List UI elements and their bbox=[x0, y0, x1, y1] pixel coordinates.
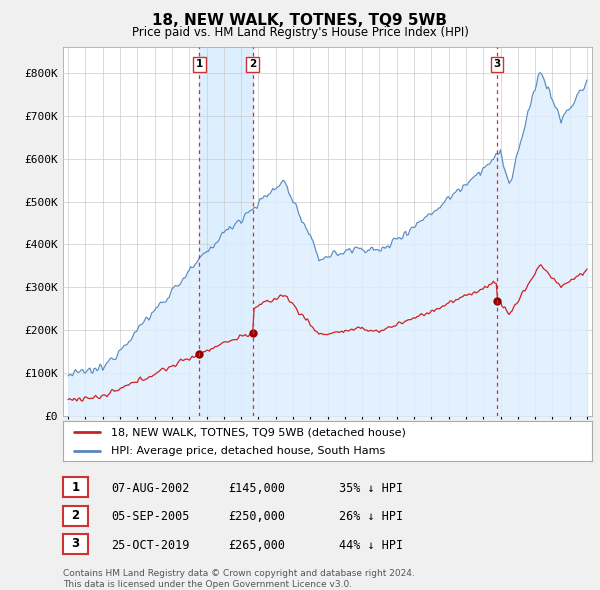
Text: 1: 1 bbox=[71, 481, 80, 494]
Text: 07-AUG-2002: 07-AUG-2002 bbox=[111, 482, 190, 495]
Text: Price paid vs. HM Land Registry's House Price Index (HPI): Price paid vs. HM Land Registry's House … bbox=[131, 26, 469, 39]
Text: 2: 2 bbox=[249, 60, 256, 70]
Text: 18, NEW WALK, TOTNES, TQ9 5WB: 18, NEW WALK, TOTNES, TQ9 5WB bbox=[152, 13, 448, 28]
Text: 2: 2 bbox=[71, 509, 80, 522]
Text: £265,000: £265,000 bbox=[228, 539, 285, 552]
Text: 3: 3 bbox=[71, 537, 80, 550]
Bar bbox=[199, 47, 253, 416]
Text: 25-OCT-2019: 25-OCT-2019 bbox=[111, 539, 190, 552]
Text: 26% ↓ HPI: 26% ↓ HPI bbox=[339, 510, 403, 523]
Text: 3: 3 bbox=[494, 60, 501, 70]
Text: £250,000: £250,000 bbox=[228, 510, 285, 523]
Text: HPI: Average price, detached house, South Hams: HPI: Average price, detached house, Sout… bbox=[110, 447, 385, 456]
Text: 05-SEP-2005: 05-SEP-2005 bbox=[111, 510, 190, 523]
Text: Contains HM Land Registry data © Crown copyright and database right 2024.
This d: Contains HM Land Registry data © Crown c… bbox=[63, 569, 415, 589]
Text: 44% ↓ HPI: 44% ↓ HPI bbox=[339, 539, 403, 552]
Text: 18, NEW WALK, TOTNES, TQ9 5WB (detached house): 18, NEW WALK, TOTNES, TQ9 5WB (detached … bbox=[110, 428, 406, 438]
Text: £145,000: £145,000 bbox=[228, 482, 285, 495]
Text: 1: 1 bbox=[196, 60, 203, 70]
Text: 35% ↓ HPI: 35% ↓ HPI bbox=[339, 482, 403, 495]
